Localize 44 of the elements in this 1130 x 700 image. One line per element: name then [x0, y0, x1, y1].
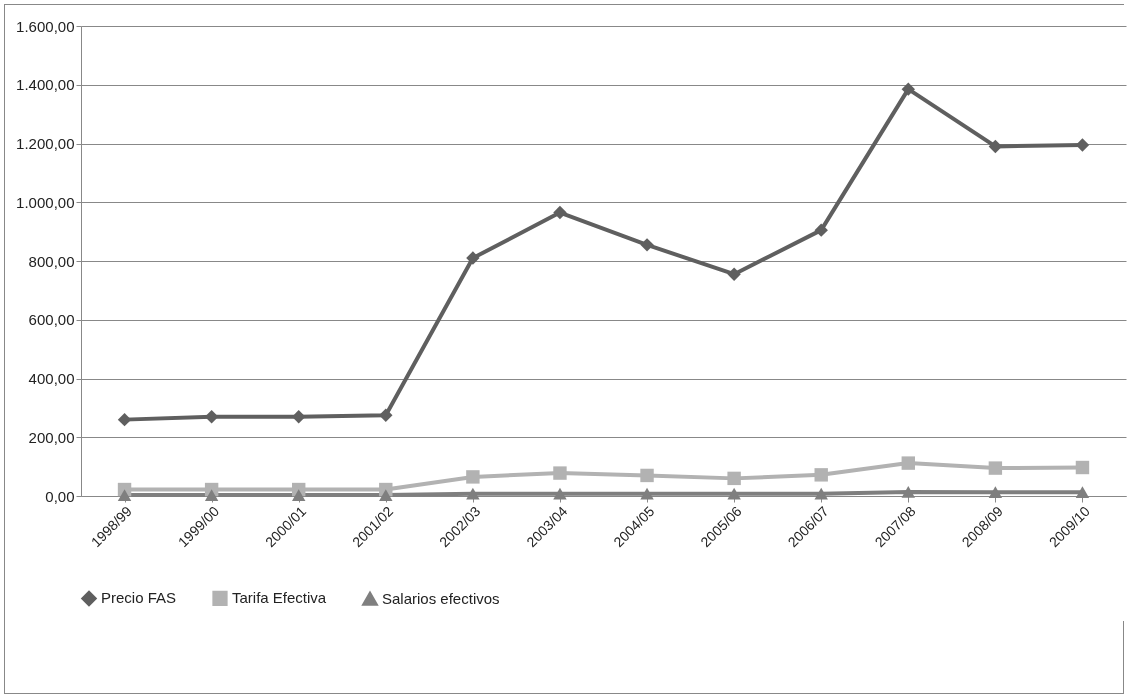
- y-tick-label: 400,00: [28, 370, 75, 387]
- point: [1075, 486, 1090, 498]
- y-tick-label: 600,00: [28, 311, 75, 329]
- point: [204, 489, 219, 501]
- point: [988, 461, 1003, 475]
- y-tick-label: 800,00: [28, 252, 75, 270]
- y-tick-label: 1.400,00: [16, 76, 75, 94]
- point: [640, 487, 654, 500]
- point: [988, 486, 1003, 498]
- y-tick-label: 200,00: [28, 428, 75, 446]
- point: [379, 408, 393, 422]
- point: [466, 487, 480, 500]
- point: [117, 489, 132, 501]
- point: [466, 251, 480, 265]
- legend-label: Tarifa Efectiva: [232, 589, 327, 607]
- point: [814, 223, 828, 237]
- point: [640, 238, 654, 252]
- point: [204, 409, 219, 424]
- legend-label: Precio FAS: [101, 589, 177, 607]
- y-tick-label: 1.200,00: [16, 135, 75, 152]
- point: [901, 486, 915, 498]
- point: [466, 470, 480, 484]
- point: [292, 489, 306, 501]
- point: [640, 468, 654, 483]
- point: [901, 456, 915, 470]
- y-tick-label: 1.600,00: [16, 17, 75, 35]
- point: [553, 487, 567, 500]
- point: [727, 267, 741, 281]
- point: [988, 139, 1003, 154]
- point: [1075, 460, 1090, 475]
- y-tick-label: 1.000,00: [16, 193, 75, 211]
- legend-label: Salarios efectivos: [382, 589, 500, 607]
- point: [117, 412, 132, 427]
- point: [814, 487, 828, 500]
- point: [292, 409, 306, 424]
- point: [727, 487, 741, 500]
- point: [379, 489, 393, 501]
- point: [553, 205, 567, 220]
- point: [1075, 138, 1090, 152]
- point: [553, 466, 567, 480]
- y-tick-label: 0,00: [45, 487, 75, 505]
- point: [727, 471, 741, 486]
- point: [814, 468, 828, 482]
- point: [901, 82, 915, 96]
